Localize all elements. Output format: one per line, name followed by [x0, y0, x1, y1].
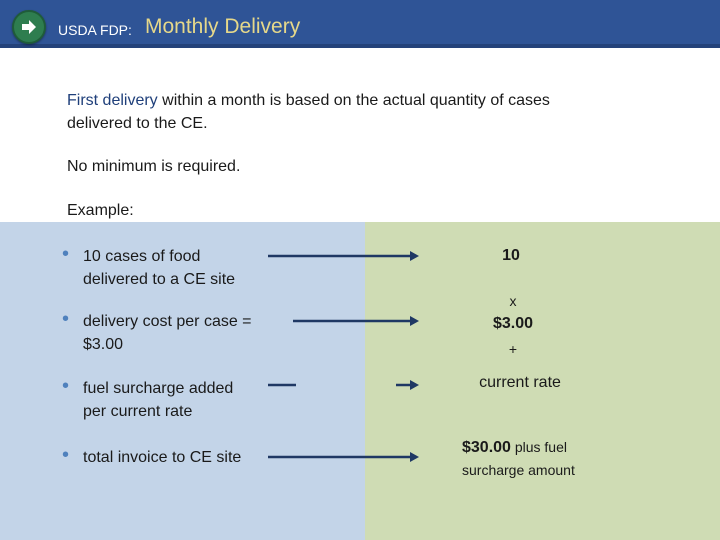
- no-minimum-text: No minimum is required.: [67, 158, 241, 175]
- bullet-dot-icon: •: [62, 375, 70, 397]
- example-left-panel: [0, 222, 365, 540]
- bullet-1-line1: 10 cases of food: [83, 248, 201, 265]
- example-label: Example:: [67, 202, 134, 219]
- intro-line2: delivered to the CE.: [67, 115, 208, 132]
- intro-highlight: First delivery: [67, 92, 158, 109]
- bullet-3-line2: per current rate: [83, 403, 193, 420]
- bullet-2-line2: $3.00: [83, 336, 124, 353]
- page-title: Monthly Delivery: [145, 15, 301, 38]
- value-cost-per-case: $3.00: [492, 315, 534, 332]
- example-bullet-2: • delivery cost per case = $3.00: [62, 308, 252, 356]
- total-amount-rest: plus fuel: [510, 439, 567, 455]
- total-amount: $30.00: [462, 439, 511, 456]
- bullet-4-line1: total invoice to CE site: [83, 449, 242, 466]
- intro-line1: within a month is based on the actual qu…: [157, 92, 550, 109]
- bullet-dot-icon: •: [62, 308, 70, 330]
- operator-plus: +: [508, 341, 518, 357]
- arrow-right-icon: [268, 380, 419, 390]
- arrow-right-icon: [268, 452, 419, 462]
- bullet-dot-icon: •: [62, 444, 70, 466]
- value-cases: 10: [502, 247, 520, 264]
- example-right-panel: [365, 222, 720, 540]
- example-bullet-1: • 10 cases of food delivered to a CE sit…: [62, 243, 236, 291]
- header-bar: [0, 0, 720, 48]
- bullet-3-line1: fuel surcharge added: [83, 380, 234, 397]
- arrow-right-circle-icon: [12, 10, 46, 44]
- header-divider: [0, 44, 720, 48]
- arrow-right-icon: [268, 251, 419, 261]
- bullet-2-line1: delivery cost per case =: [83, 313, 252, 330]
- operator-multiply: x: [509, 293, 517, 309]
- intro-paragraph: First delivery within a month is based o…: [67, 89, 550, 135]
- total-amount-line2: surcharge amount: [462, 462, 575, 478]
- value-total-invoice: $30.00 plus fuel surcharge amount: [462, 436, 622, 482]
- bullet-1-line2: delivered to a CE site: [83, 271, 236, 288]
- title-prefix: USDA FDP:: [58, 22, 132, 38]
- arrow-right-icon: [293, 316, 419, 326]
- example-bullet-3: • fuel surcharge added per current rate: [62, 375, 234, 423]
- bullet-dot-icon: •: [62, 243, 70, 265]
- example-bullet-4: • total invoice to CE site: [62, 444, 242, 469]
- value-current-rate: current rate: [479, 374, 561, 391]
